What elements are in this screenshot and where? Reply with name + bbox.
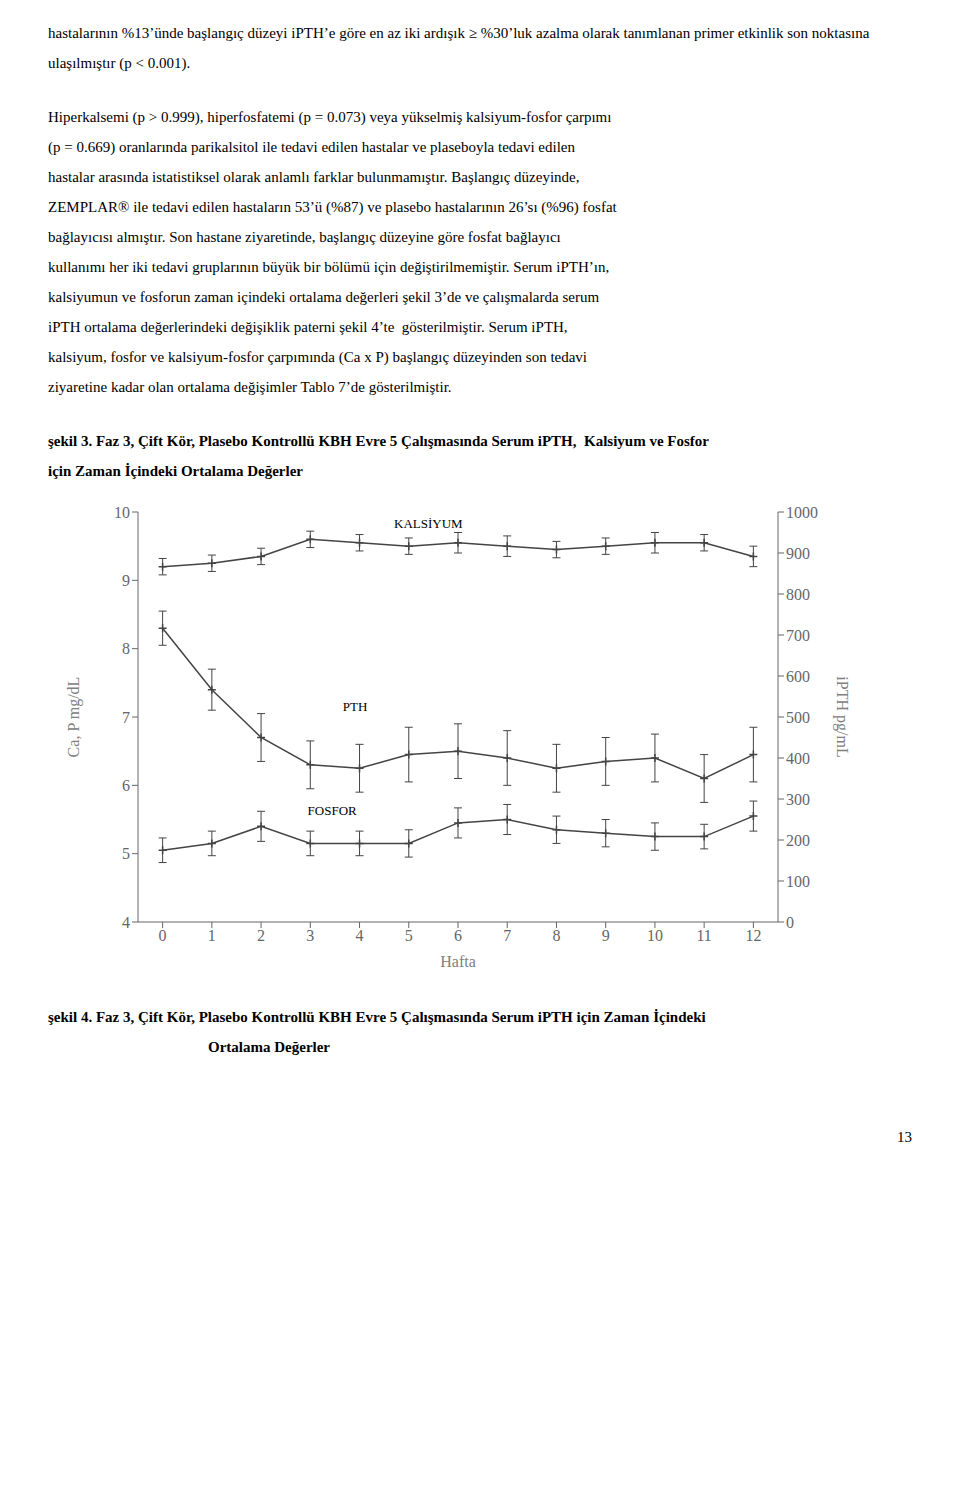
- svg-text:8: 8: [552, 927, 560, 944]
- html-text:FOSFOR: FOSFOR: [307, 803, 357, 819]
- svg-text:6: 6: [122, 777, 130, 794]
- html-text:için Zaman İçindeki Ortalama D: için Zaman İçindeki Ortalama Değerler: [48, 463, 303, 479]
- svg-text:1: 1: [208, 927, 216, 944]
- svg-text:Hafta: Hafta: [440, 953, 476, 970]
- svg-text:2: 2: [257, 927, 265, 944]
- svg-text:7: 7: [503, 927, 511, 944]
- svg-text:4: 4: [122, 914, 130, 931]
- svg-text:800: 800: [786, 586, 810, 603]
- svg-text:0: 0: [159, 927, 167, 944]
- html-text:hastalar arasında istatistikse: hastalar arasında istatistiksel olarak a…: [48, 169, 580, 185]
- svg-text:1000: 1000: [786, 504, 818, 521]
- html-text:13: 13: [897, 1129, 912, 1145]
- svg-text:400: 400: [786, 750, 810, 767]
- svg-text:11: 11: [696, 927, 711, 944]
- html-text:şekil 3. Faz 3, Çift Kör, Plas: şekil 3. Faz 3, Çift Kör, Plasebo Kontro…: [48, 433, 709, 449]
- html-text:kullanımı her iki tedavi grupl: kullanımı her iki tedavi gruplarının büy…: [48, 259, 610, 275]
- svg-text:8: 8: [122, 640, 130, 657]
- svg-text:3: 3: [306, 927, 314, 944]
- svg-text:500: 500: [786, 709, 810, 726]
- html-text:ziyaretine kadar olan ortalama: ziyaretine kadar olan ortalama değişimle…: [48, 379, 452, 395]
- html-text:kalsiyumun ve fosforun zaman i: kalsiyumun ve fosforun zaman içindeki or…: [48, 289, 599, 305]
- html-text:kalsiyum, fosfor ve kalsiyum-f: kalsiyum, fosfor ve kalsiyum-fosfor çarp…: [48, 349, 587, 365]
- svg-text:5: 5: [405, 927, 413, 944]
- html-text:bağlayıcısı almıştır. Son hast: bağlayıcısı almıştır. Son hastane ziyare…: [48, 229, 561, 245]
- svg-text:9: 9: [122, 572, 130, 589]
- svg-text:9: 9: [602, 927, 610, 944]
- html-text:KALSİYUM: KALSİYUM: [394, 516, 463, 532]
- svg-text:7: 7: [122, 709, 130, 726]
- svg-text:100: 100: [786, 873, 810, 890]
- svg-text:10: 10: [647, 927, 663, 944]
- svg-text:300: 300: [786, 791, 810, 808]
- svg-text:iPTH pg/mL: iPTH pg/mL: [833, 676, 851, 757]
- html-text:iPTH ortalama değerlerindeki d: iPTH ortalama değerlerindeki değişiklik …: [48, 319, 568, 335]
- html-text:Ortalama Değerler: Ortalama Değerler: [208, 1039, 330, 1055]
- svg-text:0: 0: [786, 914, 794, 931]
- svg-text:5: 5: [122, 845, 130, 862]
- svg-text:10: 10: [114, 504, 130, 521]
- svg-text:6: 6: [454, 927, 462, 944]
- svg-text:600: 600: [786, 668, 810, 685]
- svg-text:200: 200: [786, 832, 810, 849]
- svg-text:900: 900: [786, 545, 810, 562]
- svg-text:700: 700: [786, 627, 810, 644]
- svg-text:4: 4: [356, 927, 364, 944]
- html-text:Hiperkalsemi (p > 0.999), hipe: Hiperkalsemi (p > 0.999), hiperfosfatemi…: [48, 109, 612, 125]
- html-text:şekil 4. Faz 3, Çift Kör, Plas: şekil 4. Faz 3, Çift Kör, Plasebo Kontro…: [48, 1009, 706, 1025]
- html-text:ZEMPLAR® ile tedavi edilen has: ZEMPLAR® ile tedavi edilen hastaların 53…: [48, 199, 617, 215]
- svg-text:Ca, P mg/dL: Ca, P mg/dL: [65, 677, 83, 758]
- html-text:hastalarının %13’ünde başlangı: hastalarının %13’ünde başlangıç düzeyi i…: [48, 25, 874, 71]
- html-text:PTH: PTH: [342, 698, 368, 714]
- svg-text:12: 12: [745, 927, 761, 944]
- html-text:(p = 0.669) oranlarında parika: (p = 0.669) oranlarında parikalsitol ile…: [48, 139, 575, 155]
